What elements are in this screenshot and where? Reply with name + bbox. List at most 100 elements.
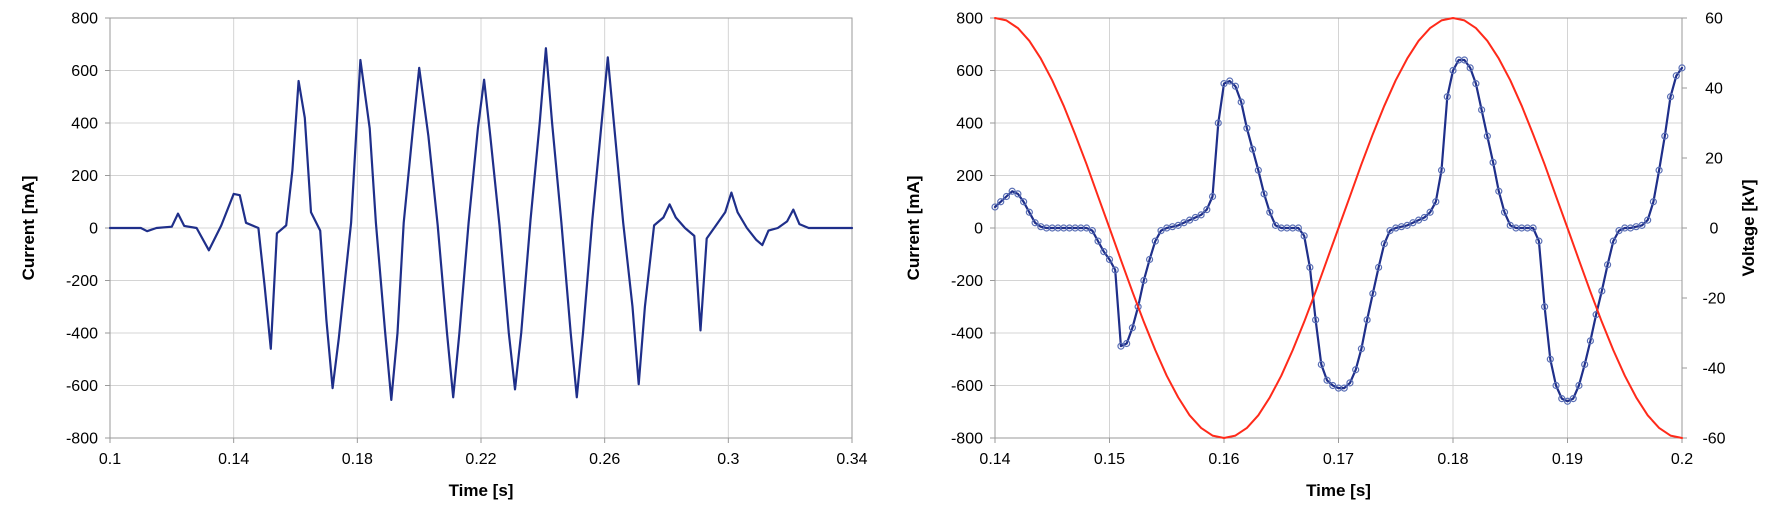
x-tick-label: 0.18 <box>342 451 373 468</box>
current-data-point <box>1237 98 1245 106</box>
current-data-point <box>1558 395 1566 403</box>
x-tick-label: 0.3 <box>717 451 739 468</box>
current-data-point <box>1363 316 1371 324</box>
current-data-point <box>1180 219 1188 227</box>
current-data-point <box>1014 190 1022 198</box>
current-data-point <box>991 203 999 211</box>
current-data-point <box>1329 381 1337 390</box>
current-data-point <box>1025 208 1033 216</box>
current-data-point <box>1506 221 1514 229</box>
x-tick-label: 0.14 <box>218 451 249 468</box>
y-tick-label: -200 <box>66 273 98 290</box>
current-data-point <box>1472 80 1480 88</box>
y2-tick-label: -40 <box>1702 361 1725 378</box>
y-tick-label: 800 <box>956 11 983 28</box>
x-tick-label: 0.16 <box>1208 451 1239 468</box>
current-data-point <box>1300 232 1308 240</box>
current-data-point <box>1369 290 1377 298</box>
current-data-point <box>1105 255 1114 264</box>
current-data-point <box>1374 263 1383 271</box>
current-data-point <box>1352 366 1360 374</box>
x-tick-label: 0.26 <box>589 451 620 468</box>
current-series-line <box>108 47 854 401</box>
current-data-point <box>1140 276 1148 285</box>
y-tick-label: 600 <box>71 63 98 80</box>
y-axis-title: Current [mA] <box>19 176 38 281</box>
current-data-point <box>1151 237 1159 245</box>
current-data-point <box>1563 397 1572 405</box>
current-data-point <box>1449 66 1457 75</box>
current-data-point <box>1403 221 1411 229</box>
current-data-point <box>1174 221 1182 229</box>
current-data-point <box>1603 261 1612 269</box>
chart-1: 0.1 0.14 0.18 0.22 0.26 0.3 0.34 -800 -600 -400 -2… <box>19 11 868 501</box>
current-data-point <box>1088 227 1096 235</box>
current-data-point <box>1317 360 1325 369</box>
y2-axis-title: Voltage [kV] <box>1739 180 1758 277</box>
current-data-point <box>1569 395 1577 403</box>
current-data-point <box>1226 77 1234 85</box>
current-data-point <box>1546 355 1554 363</box>
chart-2: 0.14 0.15 0.16 0.17 0.18 0.19 0.2-800-600-400-… <box>904 11 1758 501</box>
y-tick-label: -800 <box>66 431 98 448</box>
current-data-point <box>1581 360 1589 369</box>
x-tick-label: 0.17 <box>1323 451 1354 468</box>
current-data-point <box>1666 93 1675 101</box>
current-data-point <box>1649 198 1657 206</box>
current-data-point <box>1311 316 1320 324</box>
current-data-point <box>1323 376 1331 384</box>
y2-tick-label: 40 <box>1705 81 1723 98</box>
y2-tick-label: -60 <box>1702 431 1725 448</box>
current-data-point <box>1426 208 1434 216</box>
current-data-point <box>1460 56 1469 64</box>
current-data-point <box>1655 166 1663 174</box>
current-data-point <box>1123 339 1131 348</box>
current-data-point <box>1249 145 1257 153</box>
current-data-point <box>1020 198 1028 206</box>
y-tick-label: -600 <box>66 378 98 395</box>
current-data-point <box>1294 224 1303 232</box>
current-data-point <box>1231 82 1240 90</box>
y-tick-label: 0 <box>89 221 98 238</box>
current-data-point <box>1540 303 1549 311</box>
current-data-point <box>1094 237 1102 245</box>
current-data-point <box>1186 216 1194 224</box>
current-data-point <box>1672 72 1680 80</box>
current-data-point <box>1409 219 1417 227</box>
y-tick-label: -200 <box>951 273 983 290</box>
y2-tick-label: -20 <box>1702 291 1725 308</box>
current-data-point <box>1552 381 1560 390</box>
current-data-point <box>1197 211 1205 219</box>
current-data-point <box>1500 208 1509 216</box>
y-tick-label: 400 <box>71 116 98 133</box>
current-series-line <box>993 58 1684 403</box>
current-data-point <box>1306 263 1314 271</box>
current-data-point <box>1145 255 1154 264</box>
current-data-point <box>1478 106 1486 114</box>
y-tick-label: -800 <box>951 431 983 448</box>
current-data-point <box>1443 93 1451 101</box>
current-data-point <box>1437 166 1446 174</box>
y-tick-label: -600 <box>951 378 983 395</box>
current-data-point <box>1243 124 1251 132</box>
current-data-point <box>1466 64 1474 72</box>
current-data-point <box>1415 216 1423 224</box>
y-tick-label: -400 <box>951 326 983 343</box>
current-data-point <box>997 198 1005 206</box>
current-data-point <box>1002 192 1011 201</box>
current-data-point <box>1644 216 1652 224</box>
current-data-point <box>1586 337 1595 345</box>
current-data-point <box>1254 166 1262 174</box>
current-data-point <box>1340 384 1348 392</box>
y-tick-label: 0 <box>974 221 983 238</box>
current-data-point <box>1082 224 1091 232</box>
voltage-series-line <box>994 17 1683 439</box>
y-axis-title: Current [mA] <box>904 176 923 281</box>
current-data-point <box>1609 237 1617 245</box>
current-data-point <box>1357 345 1366 353</box>
current-data-point <box>1483 132 1491 140</box>
current-data-point <box>1134 303 1142 311</box>
x-tick-label: 0.1 <box>99 451 121 468</box>
